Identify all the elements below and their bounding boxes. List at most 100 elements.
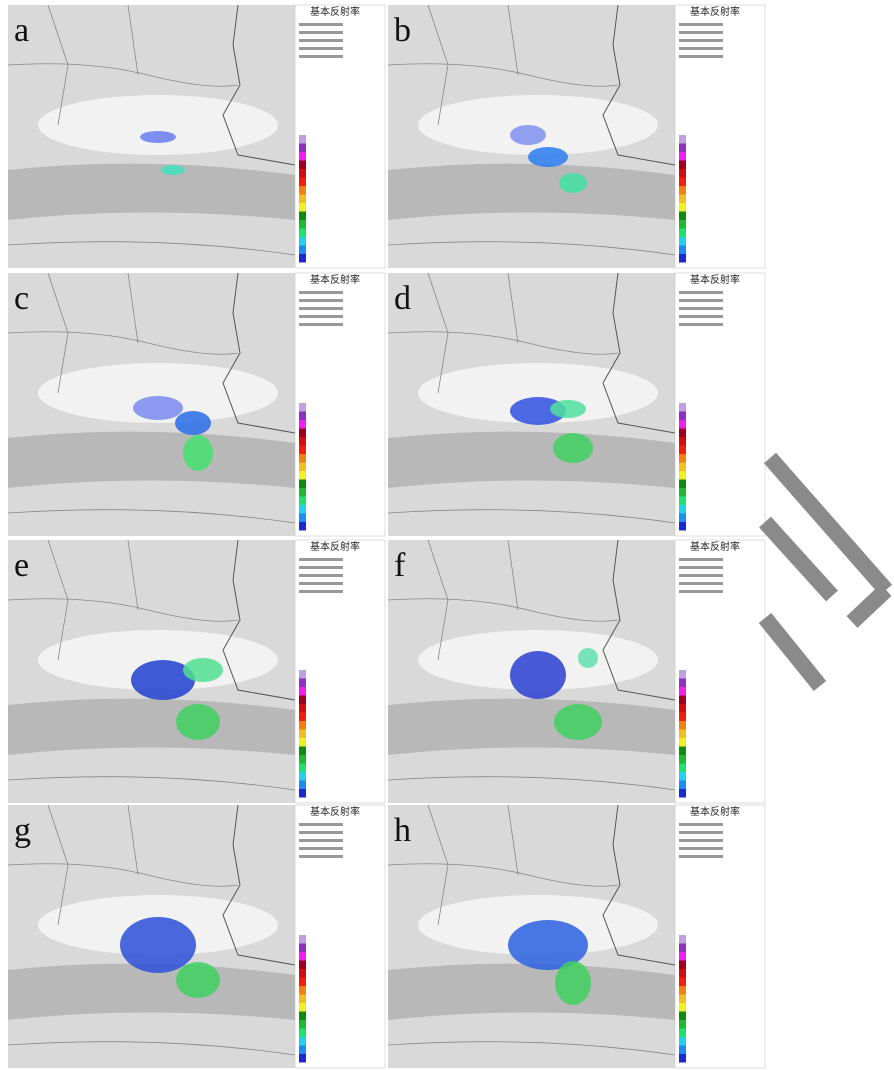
colorbar-cell <box>679 1011 686 1020</box>
colorbar-cell <box>299 211 306 220</box>
colorbar-cell <box>299 428 306 437</box>
colorbar-cell <box>299 1028 306 1037</box>
colorbar-cell <box>299 143 306 152</box>
panel-title: 基本反射率 <box>310 5 360 18</box>
colorbar-cell <box>299 471 306 480</box>
colorbar-cell <box>299 704 306 713</box>
colorbar-cell <box>299 496 306 505</box>
colorbar-cell <box>299 420 306 429</box>
map-border <box>602 272 676 434</box>
radar-echo <box>508 920 588 970</box>
radar-echo <box>528 147 568 167</box>
colorbar-cell <box>679 437 686 446</box>
colorbar-cell <box>679 721 686 730</box>
colorbar-cell <box>679 977 686 986</box>
radar-panel: 基本反射率 d <box>387 272 766 537</box>
arrows <box>758 452 893 692</box>
colorbar-cell <box>679 513 686 522</box>
panel-title: 基本反射率 <box>690 5 740 18</box>
info-line <box>299 307 343 310</box>
colorbar-cell <box>679 780 686 789</box>
colorbar-cell <box>299 969 306 978</box>
radar-echo <box>183 658 223 682</box>
info-line <box>299 315 343 318</box>
colorbar-cell <box>679 220 686 229</box>
colorbar-cell <box>679 135 686 144</box>
colorbar-cell <box>679 160 686 169</box>
colorbar-cell <box>299 772 306 781</box>
info-line <box>299 39 343 42</box>
colorbar-cell <box>679 237 686 246</box>
colorbar-cell <box>299 935 306 944</box>
panel-title: 基本反射率 <box>690 540 740 553</box>
info-line <box>679 558 723 561</box>
colorbar-cell <box>299 780 306 789</box>
colorbar-cell <box>299 479 306 488</box>
colorbar-cell <box>299 746 306 755</box>
radar-echo <box>175 411 211 435</box>
colorbar-cell <box>299 203 306 212</box>
colorbar-cell <box>299 1003 306 1012</box>
info-line <box>679 315 723 318</box>
info-line <box>679 574 723 577</box>
colorbar-cell <box>679 670 686 679</box>
colorbar-cell <box>299 522 306 531</box>
info-line <box>679 323 723 326</box>
info-line <box>679 566 723 569</box>
radar-echo <box>510 397 566 425</box>
radar-panel: 基本反射率 h <box>387 804 766 1069</box>
colorbar-cell <box>679 1020 686 1029</box>
colorbar-cell <box>299 738 306 747</box>
colorbar-cell <box>679 704 686 713</box>
panel-label: b <box>394 12 411 49</box>
radar-echo <box>555 961 591 1005</box>
legend-area <box>294 539 386 804</box>
colorbar-cell <box>679 254 686 263</box>
radar-echo <box>578 648 598 668</box>
info-line <box>299 590 343 593</box>
radar-echo <box>550 400 586 418</box>
colorbar-cell <box>299 712 306 721</box>
map-border <box>602 804 676 966</box>
colorbar-cell <box>679 687 686 696</box>
colorbar-cell <box>679 211 686 220</box>
colorbar-cell <box>299 237 306 246</box>
radar-panel: 基本反射率 b <box>387 4 766 269</box>
panel-label: f <box>394 547 406 584</box>
panel-label: e <box>14 547 29 584</box>
radar-echo <box>176 704 220 740</box>
colorbar-cell <box>679 746 686 755</box>
colorbar-cell <box>299 729 306 738</box>
info-line <box>299 558 343 561</box>
radar-echo <box>510 125 546 145</box>
colorbar-cell <box>679 1054 686 1063</box>
colorbar-cell <box>679 471 686 480</box>
colorbar-cell <box>299 678 306 687</box>
colorbar-cell <box>679 712 686 721</box>
colorbar-cell <box>299 194 306 203</box>
info-line <box>299 299 343 302</box>
map-border <box>387 804 676 1056</box>
colorbar-cell <box>299 177 306 186</box>
colorbar-cell <box>299 1011 306 1020</box>
colorbar-cell <box>679 496 686 505</box>
map-mountain-band <box>8 963 295 1020</box>
info-line <box>299 566 343 569</box>
colorbar-cell <box>299 488 306 497</box>
map-border <box>222 272 296 434</box>
info-line <box>679 847 723 850</box>
panel-title: 基本反射率 <box>310 273 360 286</box>
map-border <box>7 272 296 524</box>
colorbar-cell <box>679 772 686 781</box>
radar-echo <box>510 651 566 699</box>
colorbar-cell <box>299 135 306 144</box>
map-mountain-band <box>8 163 295 220</box>
info-line <box>299 582 343 585</box>
map-border <box>222 4 296 166</box>
info-line <box>299 23 343 26</box>
map-border <box>222 804 296 966</box>
colorbar-cell <box>679 203 686 212</box>
info-line <box>679 291 723 294</box>
colorbar-cell <box>679 1037 686 1046</box>
colorbar-cell <box>299 994 306 1003</box>
